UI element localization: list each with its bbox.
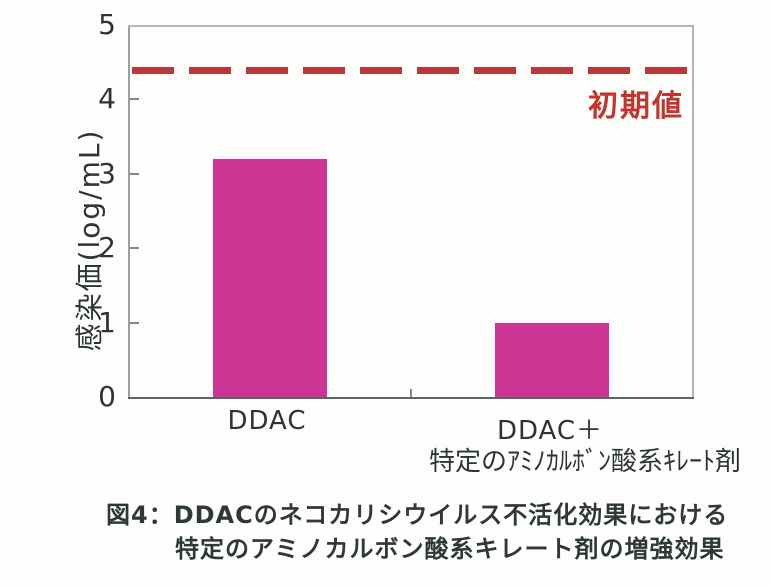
x-category-divider-tick [410,389,412,397]
y-tick-label-1: 1 [98,305,116,339]
y-tick-mark-1 [130,321,139,324]
y-tick-label-3: 3 [98,156,116,190]
y-tick-mark-2 [130,247,139,250]
plot-area: 初期値 [130,25,692,397]
initial-value-label: 初期値 [588,88,684,124]
figure-caption-line1: 図4：DDACのネコカリシウイルス不活化効果における [106,501,729,529]
initial-value-dashed-line [132,66,689,74]
x-tick-label-chelate: 特定のｱﾐﾉｶﾙﾎﾞﾝ酸系ｷﾚｰﾄ剤 [428,447,742,477]
x-axis-line [128,397,694,399]
bar-ddac [213,158,327,397]
plot-right-border [692,25,694,399]
x-tick-label-ddac-plus: DDAC＋ [496,416,604,446]
y-tick-label-5: 5 [98,8,116,41]
plot-top-border [128,25,694,27]
y-tick-label-2: 2 [98,231,116,265]
y-axis-line [128,25,130,399]
y-tick-label-4: 4 [98,82,116,116]
y-tick-mark-4 [130,98,139,101]
bar-ddac-plus-chelate [495,322,609,397]
y-tick-label-0: 0 [98,380,116,413]
figure-caption-line2: 特定のアミノカルボン酸系キレート剤の増強効果 [175,535,725,563]
y-tick-mark-3 [130,172,139,175]
x-tick-label-ddac: DDAC [227,406,307,436]
